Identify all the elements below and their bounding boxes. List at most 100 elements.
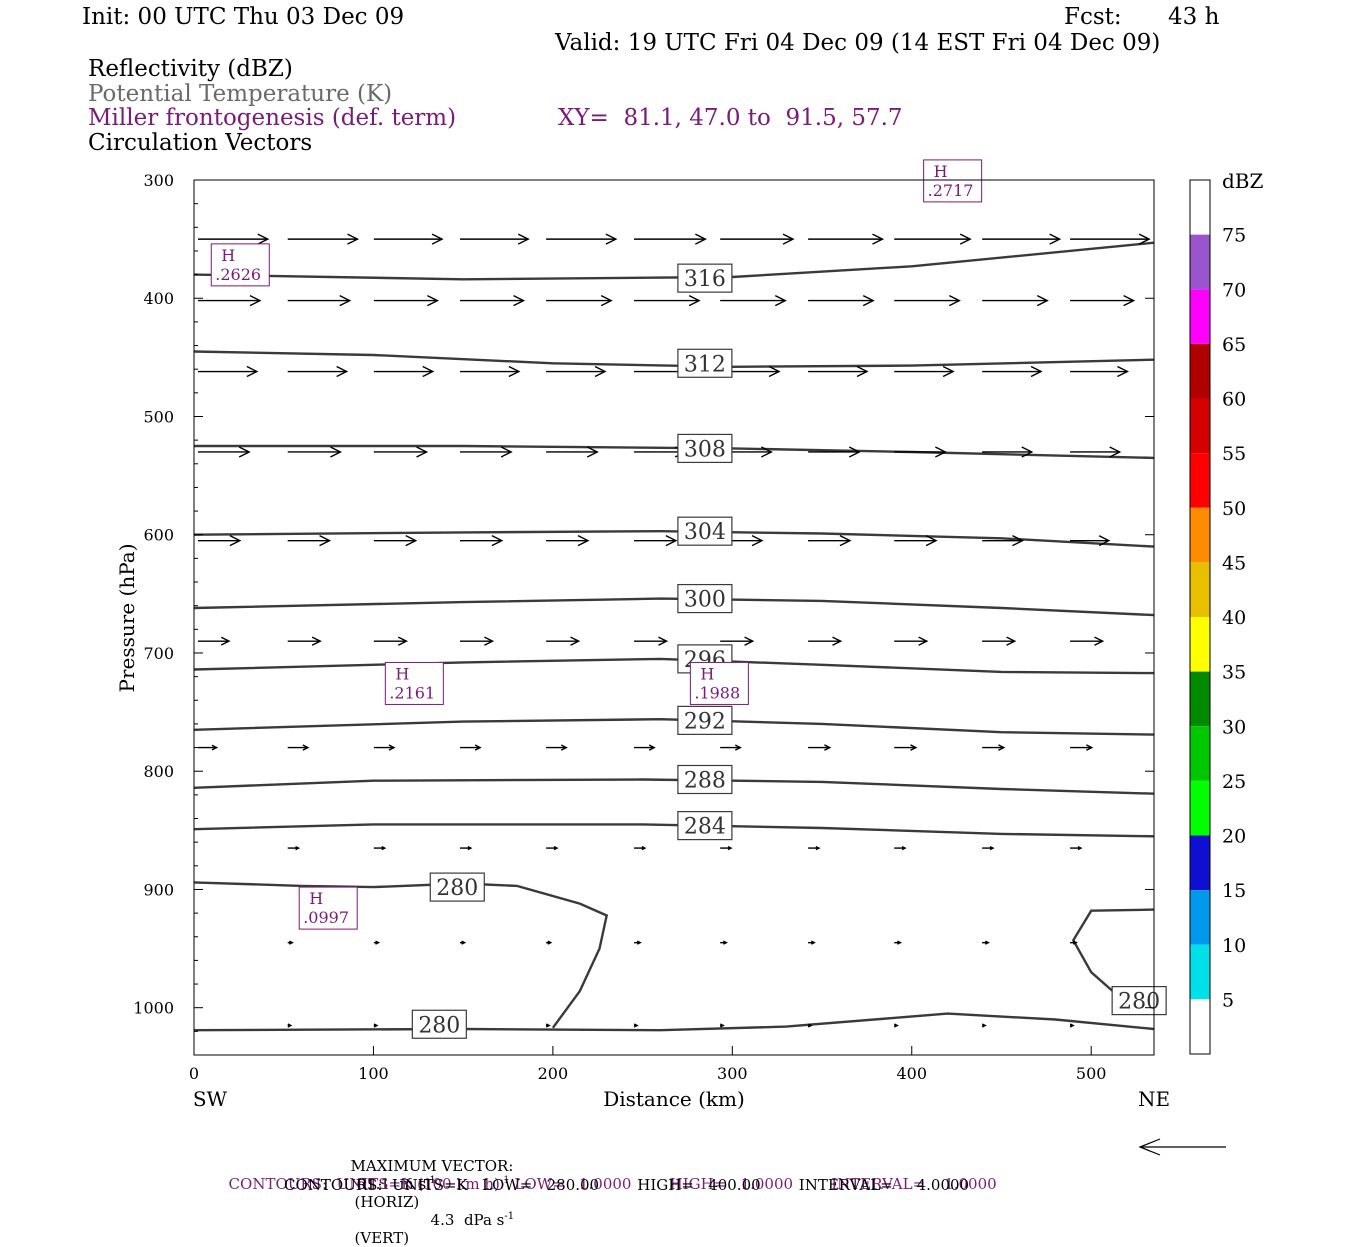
colorbar-label: 15 — [1222, 880, 1246, 902]
wind-vector-head — [824, 744, 832, 751]
y-tick-label: 800 — [143, 762, 174, 781]
wind-vector-head — [815, 845, 821, 851]
wind-vector-head — [1086, 744, 1094, 751]
wind-vector-head — [560, 744, 568, 751]
field-potential-temperature: Potential Temperature (K) — [88, 81, 393, 107]
wind-vector-head — [910, 744, 918, 751]
wind-vector-head — [688, 294, 701, 307]
frontogenesis-high-label: H — [309, 889, 323, 908]
colorbar-frame — [1189, 179, 1211, 1055]
wind-vector-head — [238, 446, 251, 458]
frontogenesis-high-label: H — [700, 664, 714, 683]
y-tick-label: 1000 — [133, 999, 174, 1018]
wind-vector-head — [461, 940, 467, 945]
circulation-vectors — [198, 233, 1151, 1028]
field-miller-frontogenesis: Miller frontogenesis (def. term) — [88, 105, 457, 131]
wind-vector-head — [832, 636, 843, 646]
wind-vector-head — [339, 294, 352, 307]
wind-vector-head — [1030, 365, 1043, 378]
wind-vector-head — [1049, 233, 1062, 245]
reference-vector-icon — [1138, 1138, 1226, 1156]
contour-label: 316 — [684, 267, 726, 292]
wind-vector-head — [336, 365, 349, 378]
contour-label: 280 — [1118, 990, 1160, 1015]
frontogenesis-high-box — [298, 886, 358, 930]
wind-vector-head — [897, 940, 902, 945]
colorbar-label: 25 — [1222, 771, 1246, 793]
frontogenesis-contour-info: CONTOURS: UNITS=K (100 km h)-1 LOW= 1.00… — [219, 1157, 997, 1193]
contour-label-box — [677, 516, 733, 546]
colorbar-label: 10 — [1222, 935, 1246, 957]
y-tick-label: 600 — [143, 526, 174, 545]
contour-label: 280 — [436, 876, 478, 901]
wind-vector-head — [397, 636, 408, 646]
colorbar-segment — [1190, 617, 1210, 672]
theta-contour-300 — [193, 597, 1155, 617]
colorbar-label: 65 — [1222, 334, 1246, 356]
contour-label-box — [677, 263, 733, 293]
y-tick-label: 700 — [143, 644, 174, 663]
wind-vector-head — [959, 233, 972, 245]
frontogenesis-high-label: H — [395, 664, 409, 683]
wind-vector-head — [289, 940, 294, 945]
wind-vector-head — [220, 636, 231, 646]
x-tick-label: 500 — [1076, 1064, 1107, 1083]
colorbar-label: 20 — [1222, 826, 1246, 848]
wind-vector-head — [211, 744, 219, 751]
colorbar-title: dBZ — [1222, 169, 1264, 193]
y-tick-label: 300 — [143, 171, 174, 190]
contour-label-box — [411, 1009, 467, 1039]
max-vector-vert-suffix: (VERT) — [354, 1229, 410, 1247]
wind-vector-head — [570, 636, 581, 646]
wind-vector-head — [862, 294, 875, 307]
wind-vector-head — [782, 233, 795, 245]
contour-label-box — [677, 705, 733, 735]
colorbar-segment — [1190, 180, 1210, 235]
wind-vector-head — [810, 940, 816, 945]
frontogenesis-high-box — [689, 661, 749, 705]
wind-vector-head — [918, 636, 929, 646]
wind-vector-head — [1109, 446, 1122, 458]
x-tick-label: 300 — [717, 1064, 748, 1083]
wind-vector-head — [839, 535, 852, 547]
wind-vector-head — [388, 744, 396, 751]
colorbar-label: 35 — [1222, 662, 1246, 684]
wind-vector-head — [484, 636, 495, 646]
wind-vector-head — [431, 233, 444, 245]
x-tick-label: 200 — [538, 1064, 569, 1083]
reflectivity-colorbar: 5 10 15 20 25 30 35 40 45 50 55 60 65 70 75 — [1189, 179, 1246, 1055]
wind-vector-head — [1069, 1023, 1075, 1028]
contour-label-box — [677, 348, 733, 378]
theta-contour-312 — [193, 350, 1155, 369]
y-tick-label: 900 — [143, 880, 174, 899]
wind-vector-head — [633, 1023, 639, 1028]
cross-section-endpoints: XY= 81.1, 47.0 to 91.5, 57.7 — [558, 105, 903, 131]
wind-vector-head — [1012, 535, 1025, 547]
wind-vector-head — [586, 446, 599, 458]
x-end-label-right: NE — [1138, 1087, 1170, 1111]
wind-vector-head — [949, 294, 961, 307]
colorbar-segment — [1190, 780, 1210, 836]
wind-vector-head — [287, 1023, 293, 1028]
wind-vector-head — [744, 636, 755, 646]
wind-vector-head — [901, 845, 907, 851]
wind-vector-head — [848, 446, 861, 458]
contour-label-box — [677, 811, 733, 841]
wind-vector-head — [545, 1023, 551, 1028]
wind-vector-head — [594, 365, 607, 378]
wind-vector-head — [894, 1023, 899, 1028]
x-end-label-left: SW — [193, 1087, 228, 1111]
colorbar-segment — [1190, 343, 1210, 399]
wind-vector-head — [577, 535, 590, 547]
wind-vector-head — [229, 535, 242, 547]
theta-contour-280 — [193, 881, 609, 1029]
wind-vector-head — [547, 940, 553, 945]
wind-vector-head — [1072, 940, 1078, 945]
theta-contour-304 — [193, 529, 1155, 548]
wind-vector-head — [734, 744, 742, 751]
y-axis-label: Pressure (hPa) — [115, 544, 139, 693]
contour-label: 308 — [684, 437, 726, 462]
theta-contour-288 — [193, 778, 1155, 795]
wind-vector-head — [1138, 233, 1151, 245]
